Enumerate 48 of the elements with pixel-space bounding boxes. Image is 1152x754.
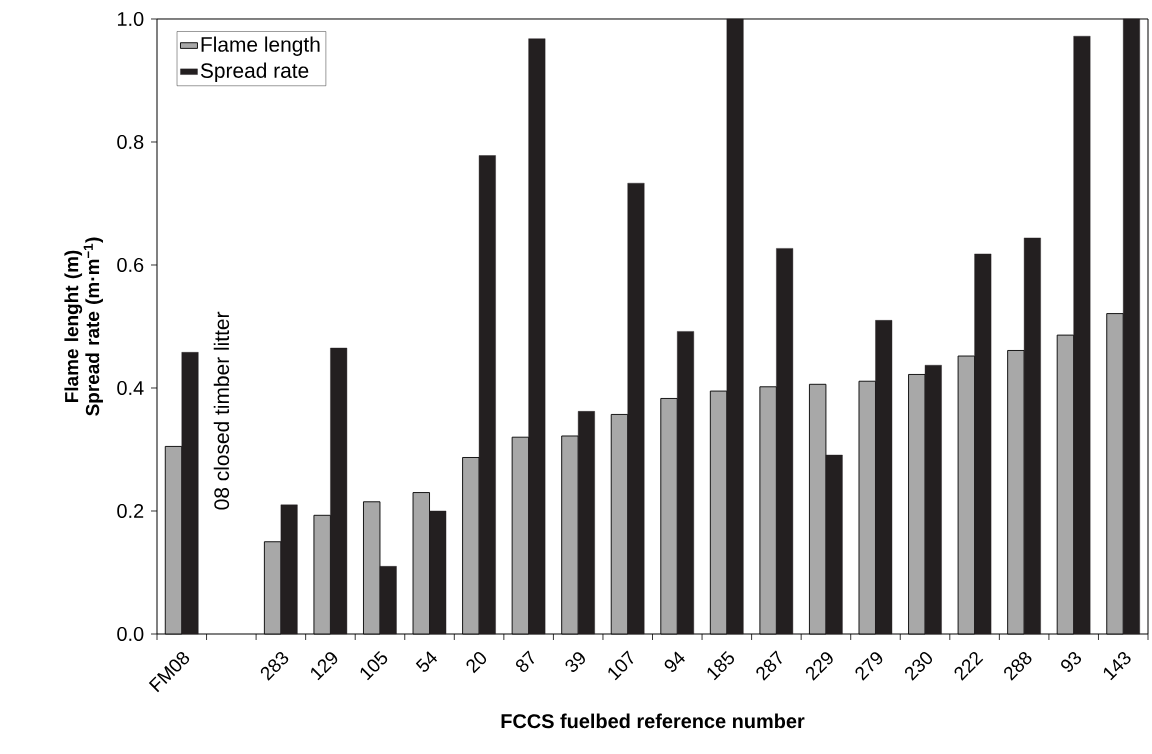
bar (1073, 36, 1091, 635)
x-tick-label: 93 (1061, 651, 1082, 672)
bar (974, 253, 992, 635)
bar (825, 454, 843, 635)
bar (776, 248, 794, 635)
y-tick-label: 0.6 (117, 257, 144, 273)
y-tick-label: 0.4 (117, 380, 144, 396)
y-tick-label: 0.2 (117, 503, 144, 519)
bar (528, 38, 546, 635)
x-tick-label: 288 (1004, 651, 1032, 681)
x-tick-label: 143 (1103, 651, 1131, 681)
x-tick-label: 107 (608, 650, 634, 681)
x-tick-label: 105 (360, 650, 388, 681)
x-tick-label: 129 (311, 652, 338, 681)
legend-label: Flame length (201, 36, 320, 56)
x-tick-label: 20 (466, 652, 487, 674)
bar (330, 347, 348, 635)
y-tick-label: 0.0 (117, 626, 144, 642)
x-tick-label: 230 (905, 652, 933, 681)
bar (726, 18, 744, 635)
bar (429, 510, 447, 635)
x-tick-label: 283 (260, 651, 289, 681)
bar (577, 411, 595, 635)
x-tick-label: 229 (805, 652, 833, 681)
bar (1123, 18, 1140, 635)
x-axis-title: FCCS fuelbed reference number (501, 713, 805, 729)
x-tick-label: 54 (415, 651, 438, 672)
bar (677, 331, 694, 635)
y-axis-title: Flame lenght (m) Spread rate (m·m$^{−1}$) (64, 237, 103, 416)
bar (379, 566, 397, 635)
bar (478, 155, 496, 635)
legend-label: Spread rate (200, 62, 309, 83)
y-tick-label: 0.8 (117, 134, 144, 150)
annotation: 08 closed timber litter (213, 311, 230, 510)
bar (181, 352, 199, 635)
x-tick-label: 222 (954, 651, 984, 681)
x-tick-label: 279 (855, 652, 883, 681)
x-tick-label: 94 (664, 651, 685, 672)
bar (280, 504, 298, 635)
bar (1023, 237, 1041, 635)
bar (627, 183, 645, 635)
bar (924, 365, 942, 635)
x-tick-label: 287 (756, 650, 782, 681)
x-tick-label: 39 (565, 652, 585, 672)
x-tick-label: 185 (707, 650, 735, 681)
x-tick-label: 87 (515, 650, 535, 672)
y-tick-label: 1.0 (117, 11, 144, 27)
bar (875, 320, 893, 635)
